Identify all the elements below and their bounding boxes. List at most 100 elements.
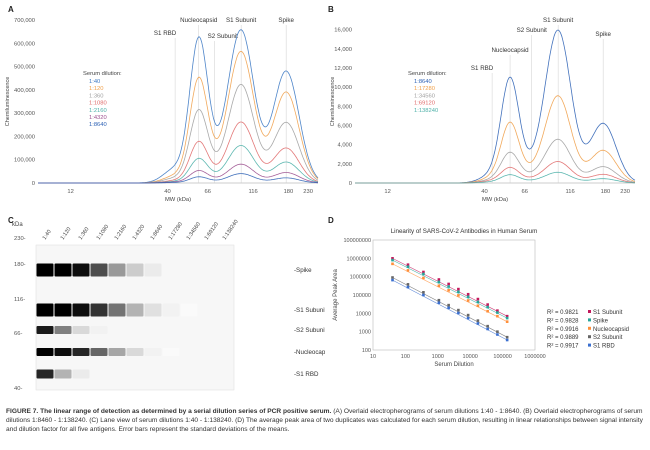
band-label: -Spike <box>294 267 312 274</box>
band-label: -S1 RBD <box>294 371 319 378</box>
data-point <box>391 257 394 260</box>
y-tick-label: 2,000 <box>337 162 352 168</box>
band <box>90 263 108 277</box>
data-point <box>476 319 480 322</box>
lane-label: 1:360 <box>78 226 91 241</box>
data-point <box>437 280 441 284</box>
linearity-scatter-chart: Linearity of SARS-CoV-2 Antibodies in Hu… <box>333 228 629 368</box>
band <box>108 263 126 277</box>
x-tick-label: 40 <box>481 189 487 195</box>
data-point <box>437 278 441 281</box>
legend-entry: Nucleocapsid <box>593 327 629 333</box>
peak-label: S2 Subunit <box>517 27 548 34</box>
band <box>54 369 72 379</box>
data-point <box>422 293 425 297</box>
lane-label: 1:69120 <box>204 221 220 241</box>
y-tick-label: 16,000 <box>334 28 352 34</box>
caption-text: (A) Overlaid electropherograms of serum … <box>6 408 643 434</box>
data-point <box>505 338 509 342</box>
mw-tick-label: 66- <box>14 331 22 337</box>
lane-label: 1:1080 <box>96 224 111 241</box>
y-tick-label: 12,000 <box>334 66 352 72</box>
band-label: -Nucleocapsid <box>294 349 325 356</box>
y-tick-label: 500,000 <box>14 65 35 71</box>
r-squared-label: R² = 0.9889 <box>547 335 579 341</box>
x-tick-label: 12 <box>67 189 73 195</box>
mw-tick-label: 180- <box>14 262 26 268</box>
data-point <box>422 270 425 274</box>
data-point <box>406 269 410 272</box>
data-point <box>406 265 410 268</box>
electropherogram-b-chart: Chemiluminescence 0 2,000 4,000 6,000 8,000 10… <box>330 17 636 203</box>
data-point <box>496 309 499 312</box>
y-tick-label: 100000000 <box>343 238 371 244</box>
legend-entry: 1:40 <box>89 79 100 85</box>
data-point <box>457 287 460 291</box>
data-point <box>505 314 509 318</box>
lane-label: 1:34560 <box>186 221 202 241</box>
data-point <box>496 333 499 336</box>
y-tick-label: 100000 <box>353 293 371 299</box>
legend-entry: 1:138240 <box>414 108 438 114</box>
data-point <box>496 311 499 314</box>
r-squared-label: R² = 0.9917 <box>547 344 579 350</box>
band <box>72 369 90 379</box>
band <box>126 263 144 277</box>
lane-label: 1:2160 <box>114 224 129 241</box>
peak-label: S2 Subunit <box>208 33 239 40</box>
legend-title: Serum dilution: <box>408 71 447 77</box>
x-tick-label: 116 <box>248 189 257 195</box>
x-tick-label: 66 <box>522 189 528 195</box>
data-point <box>505 316 509 320</box>
electropherogram-a-chart: Chemiluminescence 0 100,000 200,000 300,000 4… <box>5 17 319 203</box>
lane-label: 1:138240 <box>222 219 240 241</box>
data-point <box>486 303 489 306</box>
data-point <box>457 308 460 312</box>
series-line <box>38 173 319 184</box>
legend-entry: 1:8640 <box>414 79 432 85</box>
data-point <box>422 276 425 280</box>
legend-entry: 1:8640 <box>89 122 107 128</box>
x-tick-label: 180 <box>284 189 294 195</box>
band <box>108 303 126 317</box>
data-point <box>496 330 499 333</box>
data-point <box>391 258 394 262</box>
legend-entry: S1 Subunit <box>593 310 623 316</box>
band <box>90 326 108 334</box>
mw-tick-label: 40- <box>14 386 22 392</box>
series-line <box>38 145 319 184</box>
band <box>72 303 90 317</box>
lane-label: 1:40 <box>42 229 53 241</box>
data-point <box>422 272 425 276</box>
data-point <box>505 335 509 339</box>
band <box>72 263 90 277</box>
panel-label-a: A <box>8 5 14 14</box>
legend-swatch <box>588 343 591 347</box>
x-axis-label: MW (kDa) <box>165 197 191 203</box>
lane-label: 1:4320 <box>132 224 147 241</box>
y-axis-label: Chemiluminescence <box>5 77 11 127</box>
legend-entry: 1:34560 <box>414 93 435 99</box>
y-tick-label: 700,000 <box>14 18 35 24</box>
band <box>72 326 90 334</box>
data-point <box>422 291 425 294</box>
data-point <box>457 290 460 294</box>
series-line <box>38 51 319 184</box>
legend-entry: 1:2160 <box>89 108 107 114</box>
peak-label: S1 RBD <box>154 30 177 37</box>
legend-entry: 1:17280 <box>414 86 435 92</box>
data-point <box>447 303 450 307</box>
data-point <box>505 320 509 323</box>
lane-label: 1:120 <box>60 226 73 241</box>
y-tick-label: 8,000 <box>337 104 352 110</box>
data-point <box>466 295 470 299</box>
caption-bold: FIGURE 7. The linear range of detection … <box>6 408 332 415</box>
y-tick-label: 14,000 <box>334 47 352 53</box>
y-axis-label: Chemiluminescence <box>330 77 336 127</box>
band <box>36 348 54 356</box>
y-tick-label: 600,000 <box>14 41 35 47</box>
data-point <box>391 262 394 266</box>
y-tick-label: 200,000 <box>14 134 35 140</box>
y-tick-label: 6,000 <box>337 123 352 129</box>
data-point <box>466 316 470 320</box>
